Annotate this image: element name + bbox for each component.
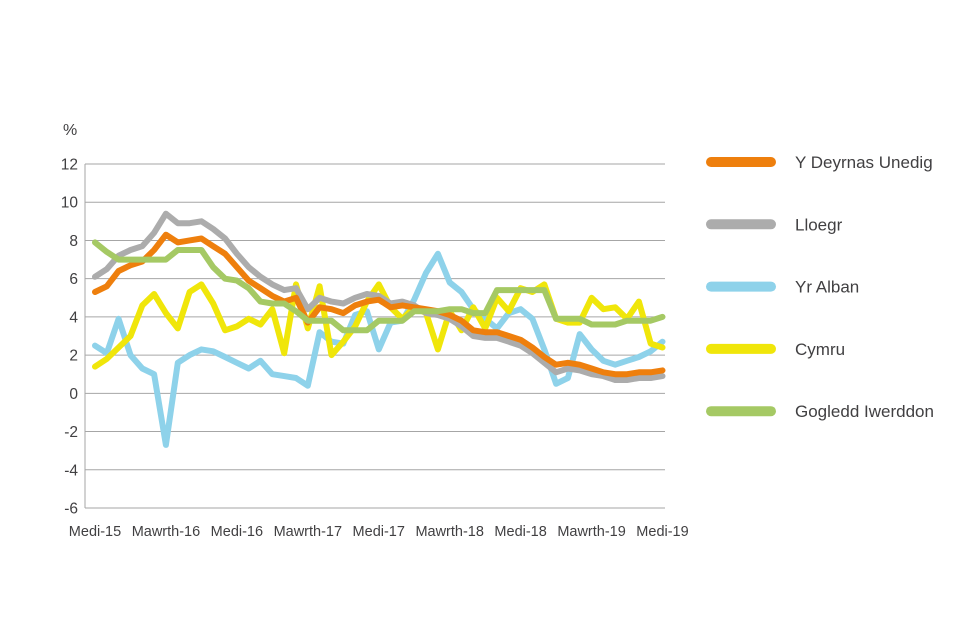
y-tick-label: 2: [69, 348, 78, 365]
legend-swatch: [706, 219, 776, 230]
x-tick-label: Medi-17: [353, 524, 405, 540]
x-tick-label: Mawrth-17: [274, 524, 343, 540]
series-line-gogledd-iwerddon: [92, 239, 666, 334]
x-tick-label: Medi-15: [69, 524, 121, 540]
legend-swatch: [706, 406, 776, 417]
series-line-y-deyrnas-unedig: [92, 231, 666, 378]
legend-label: Cymru: [795, 340, 845, 359]
x-tick-label: Mawrth-18: [415, 524, 484, 540]
series-line-lloegr: [92, 210, 666, 383]
legend-swatch: [706, 157, 776, 167]
y-tick-label: 6: [69, 271, 78, 288]
x-tick-label: Medi-19: [636, 524, 688, 540]
y-tick-label: 0: [69, 386, 78, 403]
series-line-yr-alban: [92, 250, 666, 448]
x-tick-label: Medi-18: [494, 524, 546, 540]
x-tick-label: Mawrth-19: [557, 524, 626, 540]
y-tick-label: 10: [61, 195, 79, 212]
x-tick-label: Medi-16: [211, 524, 263, 540]
y-tick-label: -6: [64, 501, 78, 518]
legend-label: Gogledd Iwerddon: [795, 402, 934, 421]
y-axis-unit-label: %: [63, 122, 78, 139]
legend-swatch: [706, 281, 776, 292]
legend-label: Y Deyrnas Unedig: [795, 153, 933, 172]
y-tick-label: -2: [64, 424, 78, 441]
legend-swatch: [706, 343, 776, 354]
y-tick-label: 4: [69, 309, 78, 326]
series-line-cymru: [92, 281, 666, 370]
y-tick-label: -4: [64, 462, 78, 479]
y-tick-label: 8: [69, 233, 78, 250]
legend-label: Yr Alban: [795, 278, 859, 297]
x-tick-label: Mawrth-16: [132, 524, 201, 540]
legend-label: Lloegr: [795, 215, 843, 234]
y-tick-label: 12: [61, 157, 78, 174]
